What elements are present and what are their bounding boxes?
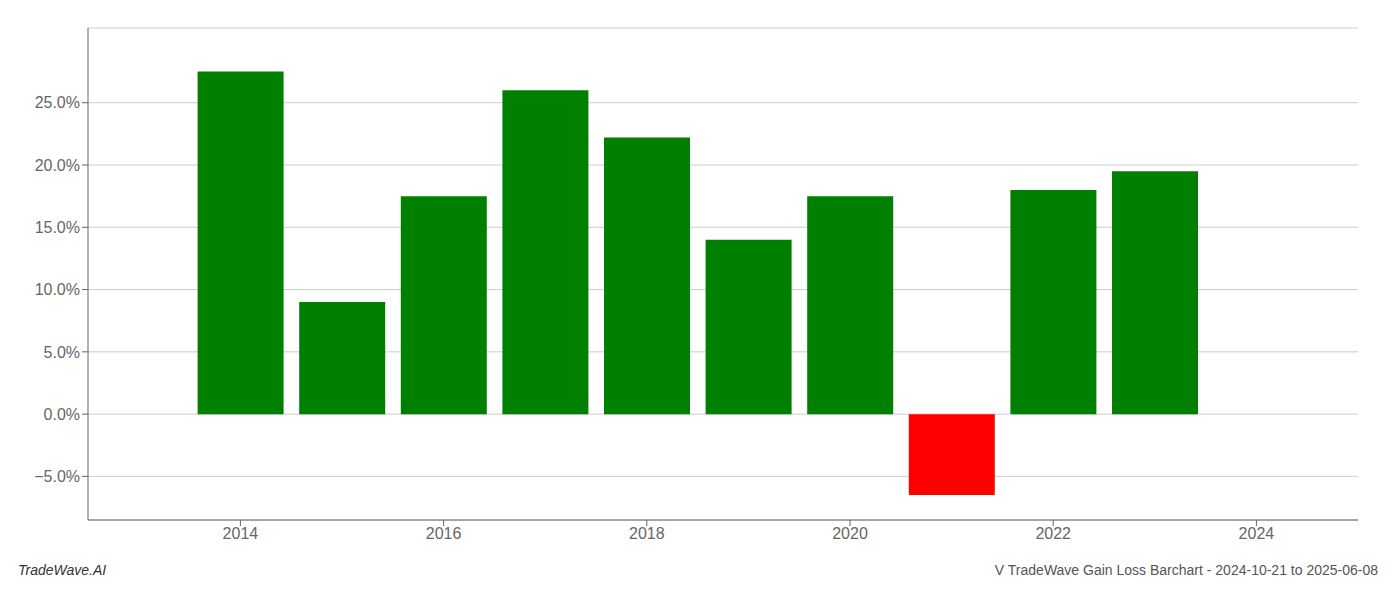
- svg-text:20.0%: 20.0%: [35, 157, 80, 174]
- svg-text:2014: 2014: [223, 525, 259, 542]
- svg-text:0.0%: 0.0%: [44, 406, 80, 423]
- html-text:V TradeWave Gain Loss Barchart: V TradeWave Gain Loss Barchart - 2024-10…: [994, 562, 1378, 578]
- svg-text:2020: 2020: [832, 525, 868, 542]
- svg-text:2024: 2024: [1239, 525, 1275, 542]
- svg-text:25.0%: 25.0%: [35, 94, 80, 111]
- svg-text:10.0%: 10.0%: [35, 281, 80, 298]
- svg-text:2018: 2018: [629, 525, 665, 542]
- svg-text:2022: 2022: [1035, 525, 1071, 542]
- svg-text:2016: 2016: [426, 525, 462, 542]
- html-text:TradeWave.AI: TradeWave.AI: [18, 562, 107, 578]
- svg-text:5.0%: 5.0%: [44, 344, 80, 361]
- svg-text:15.0%: 15.0%: [35, 219, 80, 236]
- svg-text:−5.0%: −5.0%: [34, 468, 80, 485]
